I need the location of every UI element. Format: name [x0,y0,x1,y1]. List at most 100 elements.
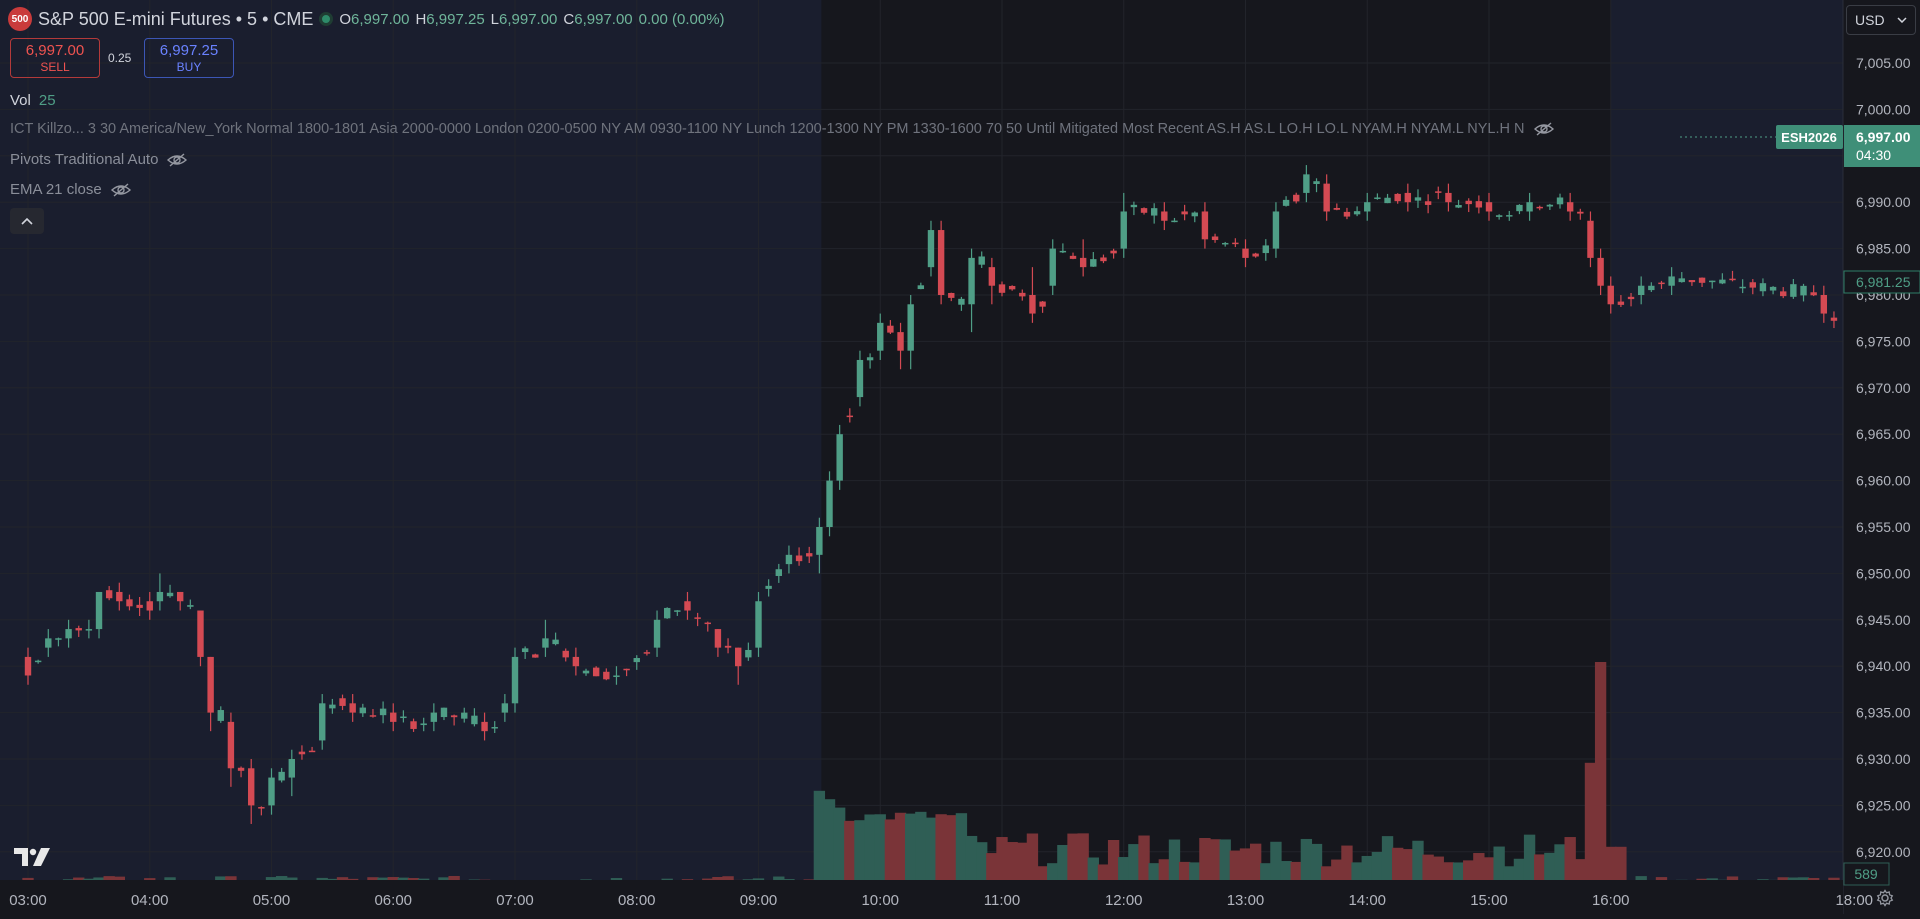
candle-body[interactable] [197,610,204,657]
candle-body[interactable] [714,629,722,648]
candle-body[interactable] [491,727,498,729]
candle-body[interactable] [866,357,874,361]
candle-body[interactable] [856,359,864,398]
candle-body[interactable] [1648,285,1655,291]
candle-body[interactable] [785,554,793,565]
candle-body[interactable] [562,650,569,658]
candle-body[interactable] [1485,202,1493,212]
candle-body[interactable] [1191,212,1198,217]
candle-body[interactable] [1668,276,1675,286]
candle-body[interactable] [339,698,346,706]
candle-body[interactable] [75,628,82,631]
candle-body[interactable] [1688,280,1696,283]
collapse-legend-button[interactable] [10,208,44,234]
candle-body[interactable] [1029,295,1036,314]
candle-body[interactable] [156,591,164,602]
candle-body[interactable] [1323,183,1330,212]
currency-select[interactable]: USD [1846,5,1916,35]
candle-body[interactable] [1384,197,1391,204]
candle-body[interactable] [806,553,813,557]
candle-body[interactable] [765,585,772,589]
candle-body[interactable] [105,590,113,599]
candle-body[interactable] [1313,181,1320,185]
candle-body[interactable] [1577,211,1584,214]
candle-body[interactable] [826,480,833,527]
candle-body[interactable] [907,304,914,351]
candle-body[interactable] [258,807,265,809]
candle-body[interactable] [877,322,884,351]
candle-body[interactable] [1637,285,1645,295]
candle-body[interactable] [897,332,904,351]
symbol-title[interactable]: S&P 500 E-mini Futures • 5 • CME [38,8,314,29]
candle-body[interactable] [1739,286,1746,289]
candle-body[interactable] [937,230,945,295]
candle-body[interactable] [1079,257,1087,268]
candle-body[interactable] [288,759,295,778]
candle-body[interactable] [1546,204,1554,207]
candle-body[interactable] [887,325,894,333]
symbol-tag[interactable] [1776,125,1843,149]
candle-body[interactable] [542,638,549,648]
candle-body[interactable] [1749,282,1756,288]
candle-body[interactable] [1130,204,1138,208]
candle-body[interactable] [1719,279,1726,284]
candle-body[interactable] [1526,202,1533,212]
symbol-logo[interactable]: 500 [8,7,32,31]
candle-body[interactable] [95,591,103,630]
candle-body[interactable] [623,668,630,671]
candle-body[interactable] [1780,291,1787,297]
candle-body[interactable] [1769,286,1777,291]
candle-body[interactable] [461,712,468,719]
candle-body[interactable] [308,750,316,753]
candle-body[interactable] [582,670,590,674]
candle-body[interactable] [1709,280,1716,283]
candle-body[interactable] [948,292,955,298]
candle-body[interactable] [958,298,965,305]
candle-body[interactable] [1810,292,1817,296]
candle-body[interactable] [1120,211,1127,249]
candle-body[interactable] [390,712,397,722]
candle-body[interactable] [1800,285,1807,296]
candle-body[interactable] [988,267,996,286]
candle-body[interactable] [1587,220,1594,258]
candle-body[interactable] [1475,201,1483,208]
candle-body[interactable] [795,555,803,562]
candle-body[interactable] [430,712,438,722]
candle-body[interactable] [420,723,427,726]
candle-body[interactable] [633,658,640,663]
legend-pivots[interactable]: Pivots Traditional Auto [10,151,188,168]
candle-body[interactable] [1019,292,1026,297]
candle-body[interactable] [298,751,306,755]
candle-body[interactable] [227,721,235,769]
candle-body[interactable] [1404,192,1412,203]
candle-body[interactable] [1678,278,1685,283]
candle-body[interactable] [410,721,417,729]
candle-body[interactable] [511,656,519,704]
candle-body[interactable] [1435,191,1442,193]
candle-body[interactable] [1090,259,1097,267]
candle-body[interactable] [1790,284,1797,297]
candle-body[interactable] [1536,206,1543,209]
market-status-icon[interactable] [319,12,334,26]
candle-body[interactable] [1353,211,1361,215]
candle-body[interactable] [471,715,478,725]
candle-body[interactable] [278,771,285,781]
candle-body[interactable] [1161,211,1168,221]
candle-body[interactable] [1262,245,1269,254]
candle-body[interactable] [1820,295,1828,314]
candle-body[interactable] [592,667,600,677]
candle-body[interactable] [998,284,1006,293]
candle-body[interactable] [1110,250,1117,254]
candle-body[interactable] [968,257,975,305]
candle-body[interactable] [1171,220,1178,223]
candle-body[interactable] [481,721,488,732]
candle-body[interactable] [917,285,925,290]
candle-body[interactable] [684,601,691,611]
sell-button[interactable]: 6,997.00 SELL [10,38,100,78]
candle-body[interactable] [1445,192,1452,203]
candle-body[interactable] [1140,208,1148,213]
candle-body[interactable] [319,703,326,741]
last-price-tag[interactable] [1844,125,1920,167]
